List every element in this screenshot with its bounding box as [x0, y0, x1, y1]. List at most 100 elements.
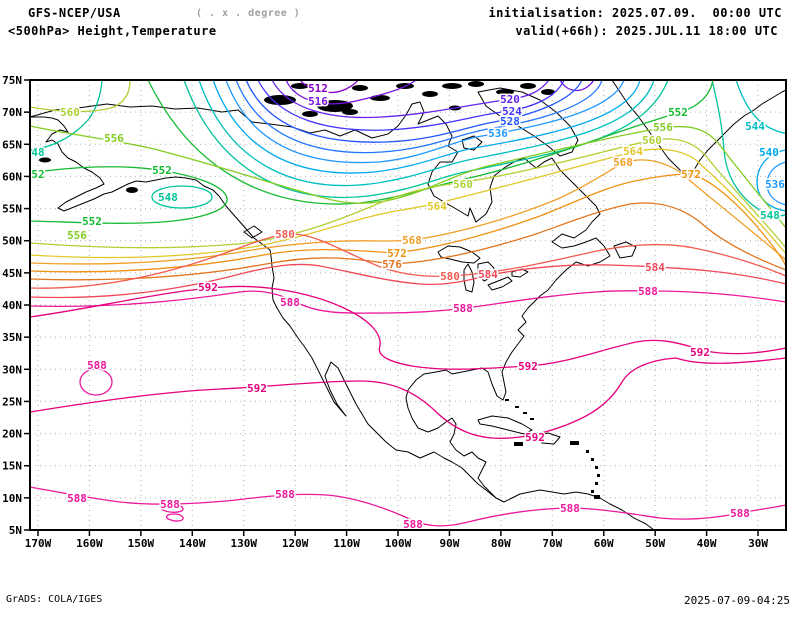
contour-label-592: 592: [525, 431, 545, 444]
coast-pacific-side: [29, 116, 497, 499]
contour-label-536: 536: [488, 127, 508, 140]
lon-label: 60W: [594, 537, 614, 550]
contour-552-main: [147, 79, 714, 205]
lon-label: 90W: [440, 537, 460, 550]
contour-label-544: 544: [745, 120, 765, 133]
contour-label-584: 584: [478, 268, 498, 281]
contour-536: [225, 79, 625, 164]
contour-548-bering: [29, 79, 103, 151]
contour-label-580: 580: [440, 270, 460, 283]
contour-label-568: 568: [402, 234, 422, 247]
contour-label-556: 556: [67, 229, 87, 242]
contour-584: [29, 263, 787, 299]
model-title: GFS-NCEP/USA: [28, 6, 121, 20]
lat-label: 25N: [2, 395, 22, 408]
contour-label-576: 576: [382, 258, 402, 271]
lon-label: 100W: [385, 537, 412, 550]
contour-528: [245, 79, 583, 143]
axis-labels-and-ticks: 75N 70N 65N 60N 55N 50N 45N 40N 35N 30N 25N 20N 15N 1…: [2, 74, 768, 550]
valid-time: valid(+66h): 2025.JUL.11 18:00 UTC: [515, 24, 778, 38]
contour-label-560: 560: [642, 134, 662, 147]
lake-michigan: [463, 263, 475, 293]
contour-576: [29, 202, 787, 281]
lon-label: 80W: [491, 537, 511, 550]
contour-label-592: 592: [690, 346, 710, 359]
coast-mainland-north-america: [29, 101, 655, 531]
lon-label: 70W: [542, 537, 562, 550]
lat-label: 40N: [2, 299, 22, 312]
contour-592-south: [29, 357, 787, 439]
lat-label: 70N: [2, 106, 22, 119]
lat-label: 5N: [9, 524, 22, 537]
contour-588-north: [29, 290, 787, 314]
contour-label-560: 560: [60, 106, 80, 119]
contour-label-552: 552: [152, 164, 172, 177]
contour-588-tropics-cell-b: [165, 513, 184, 522]
contour-label-588: 588: [638, 285, 658, 298]
contour-label-588: 588: [160, 498, 180, 511]
contour-label-588: 588: [560, 502, 580, 515]
contour-588-pacific-cell: [79, 368, 113, 396]
contour-520: [271, 79, 550, 119]
contour-label-588: 588: [87, 359, 107, 372]
contour-label-548: 548: [158, 191, 178, 204]
contour-label-512: 512: [308, 82, 328, 95]
contour-588-tropics: [29, 486, 787, 527]
contour-580: [29, 233, 787, 289]
contour-512: [299, 79, 359, 94]
contour-label-588: 588: [67, 492, 87, 505]
contour-label-540: 540: [759, 146, 779, 159]
latlon-grid: [30, 80, 786, 530]
lon-label: 120W: [282, 537, 309, 550]
contour-548-gulf-of-alaska-low: [151, 185, 213, 209]
lat-label: 35N: [2, 331, 22, 344]
lon-label: 170W: [25, 537, 52, 550]
lon-label: 110W: [333, 537, 360, 550]
lon-label: 50W: [645, 537, 665, 550]
contour-label-564: 564: [427, 200, 447, 213]
contour-label-588: 588: [280, 296, 300, 309]
contour-label-588: 588: [275, 488, 295, 501]
contour-label-524: 524: [502, 105, 522, 118]
lake-erie: [487, 276, 513, 291]
contour-label-580: 580: [275, 228, 295, 241]
lat-label: 50N: [2, 235, 22, 248]
contour-label-588: 588: [453, 302, 473, 315]
coast-vancouver-island: [243, 225, 263, 239]
coast-greenland: [611, 79, 787, 177]
contour-label-572: 572: [387, 247, 407, 260]
contour-label-560: 560: [453, 178, 473, 191]
contour-556: [29, 125, 787, 229]
coastlines: [29, 79, 787, 531]
contour-label-572: 572: [681, 168, 701, 181]
lon-label: 130W: [230, 537, 257, 550]
lon-label: 140W: [179, 537, 206, 550]
contour-544-greenland: [735, 79, 787, 134]
contour-label-552: 552: [82, 215, 102, 228]
contour-552-gulf-of-alaska-wrap: [29, 166, 228, 224]
lat-label: 55N: [2, 203, 22, 216]
contour-560-cap: [29, 79, 131, 113]
lon-label: 150W: [128, 537, 155, 550]
lat-label: 15N: [2, 460, 22, 473]
contour-label-568: 568: [613, 156, 633, 169]
lat-label: 60N: [2, 170, 22, 183]
contour-540: [212, 79, 641, 174]
contour-548-greenland-wrap: [711, 79, 787, 217]
contour-label-548: 548: [760, 209, 780, 222]
coast-southampton-island: [461, 135, 483, 151]
contour-label-588: 588: [403, 518, 423, 531]
contour-label-592: 592: [247, 382, 267, 395]
coast-newfoundland: [613, 241, 637, 259]
lat-label: 45N: [2, 267, 22, 280]
contour-560: [29, 138, 787, 249]
contour-label-556: 556: [653, 121, 673, 134]
chart-subtitle: <500hPa> Height,Temperature: [8, 24, 217, 38]
lat-label: 30N: [2, 363, 22, 376]
contour-label-536: 536: [765, 178, 785, 191]
contour-label-564: 564: [623, 145, 643, 158]
contour-592-north: [29, 285, 787, 370]
contour-label-552: 552: [668, 106, 688, 119]
